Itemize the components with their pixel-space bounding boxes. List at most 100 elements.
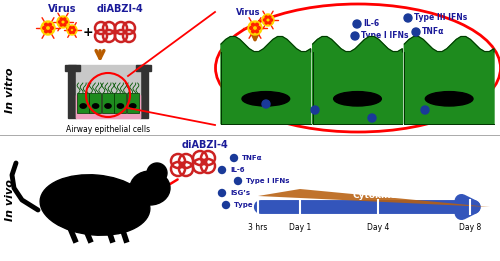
Text: Type I IFNs: Type I IFNs	[361, 32, 408, 40]
Circle shape	[311, 106, 319, 114]
Polygon shape	[404, 37, 494, 124]
Circle shape	[147, 163, 167, 183]
Text: ISG’s: ISG’s	[230, 190, 250, 196]
Circle shape	[368, 114, 376, 122]
Circle shape	[74, 29, 76, 31]
Circle shape	[222, 201, 230, 209]
Ellipse shape	[426, 92, 473, 106]
Polygon shape	[65, 65, 80, 71]
Circle shape	[250, 27, 252, 29]
Polygon shape	[312, 37, 402, 124]
Circle shape	[218, 189, 226, 197]
Circle shape	[68, 29, 70, 31]
Circle shape	[44, 23, 48, 26]
Circle shape	[44, 30, 48, 33]
Circle shape	[64, 24, 66, 26]
Circle shape	[262, 100, 270, 108]
Circle shape	[404, 14, 412, 22]
Circle shape	[265, 22, 268, 24]
Circle shape	[48, 30, 51, 33]
FancyBboxPatch shape	[90, 93, 102, 113]
Ellipse shape	[130, 104, 136, 108]
Polygon shape	[221, 37, 310, 124]
Polygon shape	[136, 65, 151, 71]
Circle shape	[265, 16, 268, 18]
Circle shape	[268, 22, 271, 24]
Circle shape	[230, 155, 237, 162]
Ellipse shape	[92, 104, 98, 108]
Text: Airway epithelial cells: Airway epithelial cells	[66, 125, 150, 134]
Text: Day 4: Day 4	[367, 223, 389, 232]
Text: Type I IFNs: Type I IFNs	[246, 178, 290, 184]
Polygon shape	[76, 65, 140, 118]
Circle shape	[60, 18, 62, 20]
Ellipse shape	[242, 92, 290, 106]
Text: In vivo: In vivo	[5, 179, 15, 221]
Circle shape	[256, 23, 258, 26]
Text: TNFα: TNFα	[242, 155, 262, 161]
Circle shape	[60, 24, 62, 26]
Circle shape	[65, 21, 68, 23]
Circle shape	[70, 27, 71, 29]
Ellipse shape	[334, 92, 382, 106]
Text: IL-6: IL-6	[272, 99, 288, 109]
Circle shape	[256, 30, 258, 33]
Ellipse shape	[130, 171, 170, 205]
FancyBboxPatch shape	[77, 93, 89, 113]
Circle shape	[252, 30, 254, 33]
Circle shape	[218, 167, 226, 174]
Polygon shape	[76, 95, 140, 118]
Polygon shape	[68, 65, 76, 118]
Text: Cytokines: Cytokines	[353, 192, 403, 200]
Circle shape	[248, 21, 262, 35]
Text: Day 8: Day 8	[459, 223, 481, 232]
Circle shape	[50, 27, 53, 29]
Circle shape	[353, 20, 361, 28]
Text: Type III IFNs: Type III IFNs	[321, 105, 374, 115]
Text: +: +	[82, 26, 94, 39]
Ellipse shape	[40, 175, 150, 235]
Ellipse shape	[80, 104, 86, 108]
Text: IL-6: IL-6	[230, 167, 244, 173]
Circle shape	[58, 21, 61, 23]
Polygon shape	[140, 65, 148, 118]
Text: Type III IFNs: Type III IFNs	[234, 202, 282, 208]
Text: Day 1: Day 1	[289, 223, 311, 232]
Text: In vitro: In vitro	[5, 67, 15, 113]
Ellipse shape	[105, 104, 111, 108]
Text: Virus: Virus	[236, 8, 260, 17]
Circle shape	[270, 19, 272, 21]
Circle shape	[258, 27, 260, 29]
Text: Type III IFNs: Type III IFNs	[414, 14, 467, 22]
Circle shape	[268, 16, 271, 18]
FancyBboxPatch shape	[102, 93, 114, 113]
FancyBboxPatch shape	[126, 93, 138, 113]
Circle shape	[351, 32, 359, 40]
Circle shape	[48, 23, 51, 26]
Circle shape	[67, 25, 77, 35]
Text: Virus: Virus	[48, 4, 76, 14]
Circle shape	[252, 23, 254, 26]
Circle shape	[70, 31, 71, 33]
Circle shape	[57, 16, 69, 28]
Circle shape	[43, 27, 46, 29]
Circle shape	[41, 21, 55, 35]
Circle shape	[72, 31, 74, 33]
Circle shape	[421, 106, 429, 114]
Text: diABZI-4: diABZI-4	[96, 4, 144, 14]
Circle shape	[264, 19, 266, 21]
Polygon shape	[258, 189, 490, 207]
Circle shape	[64, 18, 66, 20]
Text: diABZI-4: diABZI-4	[182, 140, 228, 150]
Text: 3 hrs: 3 hrs	[248, 223, 268, 232]
Circle shape	[262, 14, 274, 26]
Circle shape	[72, 27, 74, 29]
Circle shape	[412, 28, 420, 36]
Text: TNFα: TNFα	[422, 27, 444, 37]
Ellipse shape	[118, 104, 124, 108]
FancyBboxPatch shape	[114, 93, 126, 113]
Ellipse shape	[216, 4, 500, 132]
Text: Type I IFNs: Type I IFNs	[431, 105, 478, 115]
Circle shape	[234, 177, 242, 185]
Text: TNFα: TNFα	[378, 114, 400, 122]
